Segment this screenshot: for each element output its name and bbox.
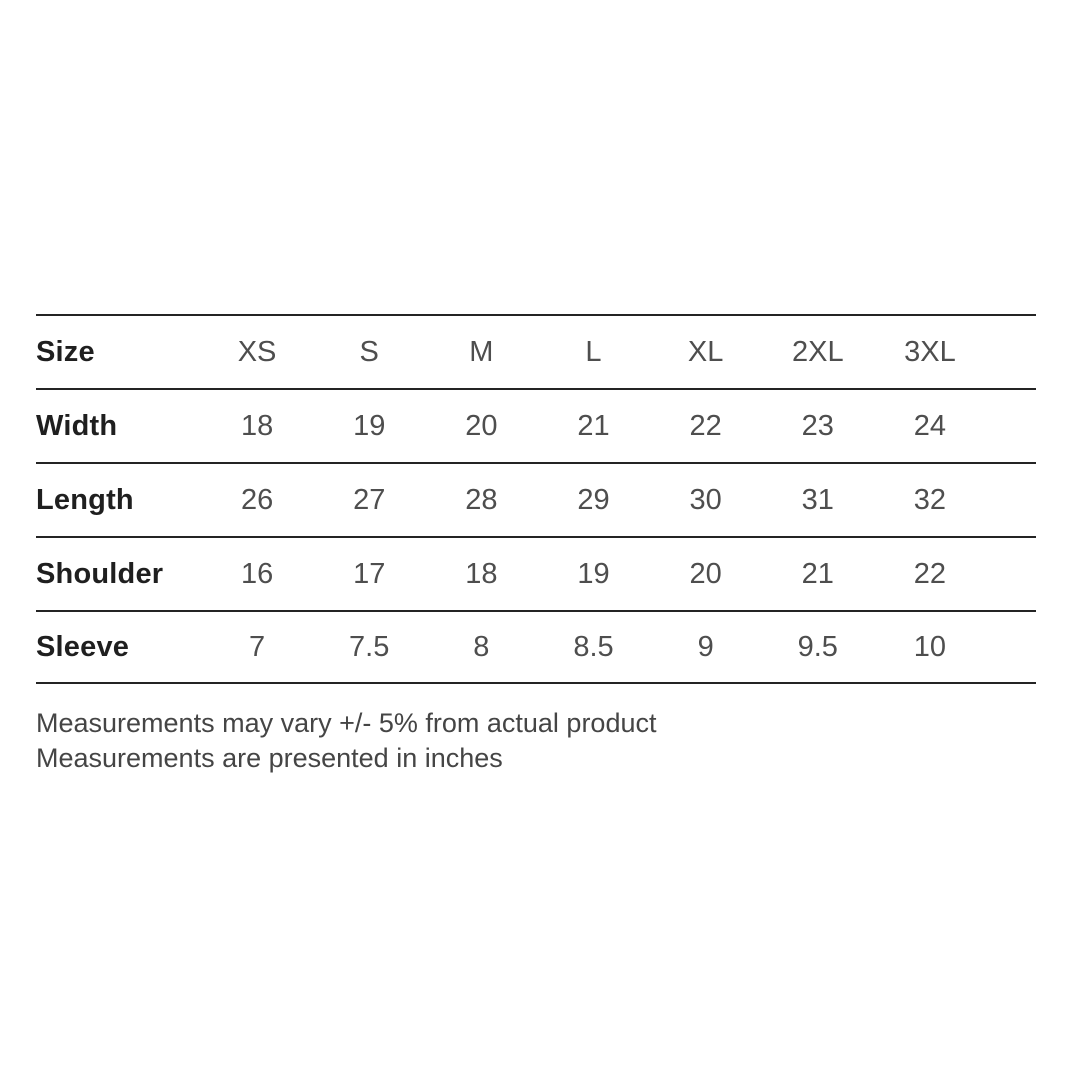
table-cell: 31 xyxy=(801,483,834,516)
table-row-sleeve: Sleeve 7 7.5 8 8.5 9 9.5 10 xyxy=(36,610,1036,684)
row-label-size: Size xyxy=(36,335,95,368)
row-label-width: Width xyxy=(36,409,118,442)
table-cell: 8.5 xyxy=(573,630,614,663)
table-cell: 22 xyxy=(913,557,947,590)
table-cell: 9 xyxy=(697,630,714,663)
row-label-sleeve: Sleeve xyxy=(36,630,130,663)
table-cell: 20 xyxy=(465,409,498,442)
table-cell: 18 xyxy=(465,557,498,590)
table-cell: 18 xyxy=(240,409,274,442)
table-cell: 29 xyxy=(577,483,610,516)
table-cell: 19 xyxy=(577,557,610,590)
row-label-length: Length xyxy=(36,483,134,516)
table-cell: 7.5 xyxy=(349,630,390,663)
footnote-variance: Measurements may vary +/- 5% from actual… xyxy=(36,708,657,738)
table-cell: 21 xyxy=(577,409,610,442)
table-cell: 16 xyxy=(240,557,274,590)
table-header-row: Size XS S M L XL 2XL 3XL xyxy=(36,314,1036,388)
table-cell: 19 xyxy=(353,409,386,442)
column-header-3xl: 3XL xyxy=(904,335,956,368)
column-header-m: M xyxy=(469,335,494,368)
column-header-xs: XS xyxy=(237,335,277,368)
row-label-shoulder: Shoulder xyxy=(36,557,164,590)
table-cell: 7 xyxy=(249,630,266,663)
footnotes: Measurements may vary +/- 5% from actual… xyxy=(36,706,657,776)
table-cell: 23 xyxy=(801,409,834,442)
table-cell: 26 xyxy=(240,483,274,516)
column-header-s: S xyxy=(359,335,379,368)
table-cell: 27 xyxy=(353,483,386,516)
table-cell: 17 xyxy=(353,557,386,590)
table-row-length: Length 26 27 28 29 30 31 32 xyxy=(36,462,1036,536)
table-cell: 9.5 xyxy=(797,630,838,663)
table-cell: 21 xyxy=(801,557,834,590)
size-chart-table: Size XS S M L XL 2XL 3XL Width 18 19 20 … xyxy=(36,314,1036,684)
table-cell: 8 xyxy=(473,630,490,663)
table-cell: 28 xyxy=(465,483,498,516)
column-header-xl: XL xyxy=(687,335,724,368)
table-cell: 10 xyxy=(913,630,947,663)
table-cell: 24 xyxy=(913,409,947,442)
table-cell: 30 xyxy=(689,483,722,516)
table-row-width: Width 18 19 20 21 22 23 24 xyxy=(36,388,1036,462)
table-row-shoulder: Shoulder 16 17 18 19 20 21 22 xyxy=(36,536,1036,610)
table-cell: 20 xyxy=(689,557,722,590)
table-cell: 32 xyxy=(913,483,947,516)
footnote-units: Measurements are presented in inches xyxy=(36,743,503,773)
column-header-2xl: 2XL xyxy=(791,335,844,368)
column-header-l: L xyxy=(585,335,602,368)
table-cell: 22 xyxy=(689,409,722,442)
